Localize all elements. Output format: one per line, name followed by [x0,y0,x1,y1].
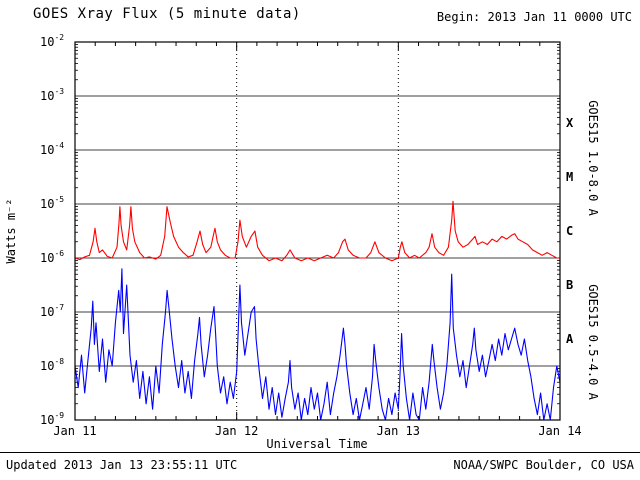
y-tick-label: 10-5 [40,195,64,211]
y-tick-label: 10-7 [40,303,64,319]
flux-line-short [74,268,561,421]
y-tick-label: 10-4 [40,141,64,157]
x-tick-label: Jan 13 [377,424,420,438]
updated-timestamp: Updated 2013 Jan 13 23:55:11 UTC [6,458,238,472]
flare-class-label: M [566,170,573,184]
flare-class-label: B [566,278,573,292]
y-axis-label: Watts m⁻² [4,198,18,263]
plot-frame [74,41,561,421]
y-tick-label: 10-3 [40,87,64,103]
series-label-short-channel: GOES15 0.5-4.0 A [586,284,600,400]
x-tick-label: Jan 14 [538,424,581,438]
y-tick-label: 10-2 [40,33,64,49]
source-credit: NOAA/SWPC Boulder, CO USA [453,458,634,472]
xray-flux-chart: Watts m⁻² Universal Time GOES15 1.0-8.0 … [4,33,600,451]
y-tick-label: 10-8 [40,357,64,373]
flare-class-label: C [566,224,573,238]
footer-divider [0,452,640,453]
x-axis-label: Universal Time [266,437,367,451]
flare-class-label: A [566,332,574,346]
flare-class-label: X [566,116,574,130]
flux-line-long [74,200,560,262]
series-label-long-channel: GOES15 1.0-8.0 A [586,100,600,216]
y-tick-label: 10-9 [40,411,64,427]
page-title: GOES Xray Flux (5 minute data) [33,6,301,22]
x-tick-label: Jan 12 [215,424,258,438]
y-tick-label: 10-6 [40,249,64,265]
begin-timestamp: Begin: 2013 Jan 11 0000 UTC [436,10,632,24]
x-tick-label: Jan 11 [53,424,96,438]
